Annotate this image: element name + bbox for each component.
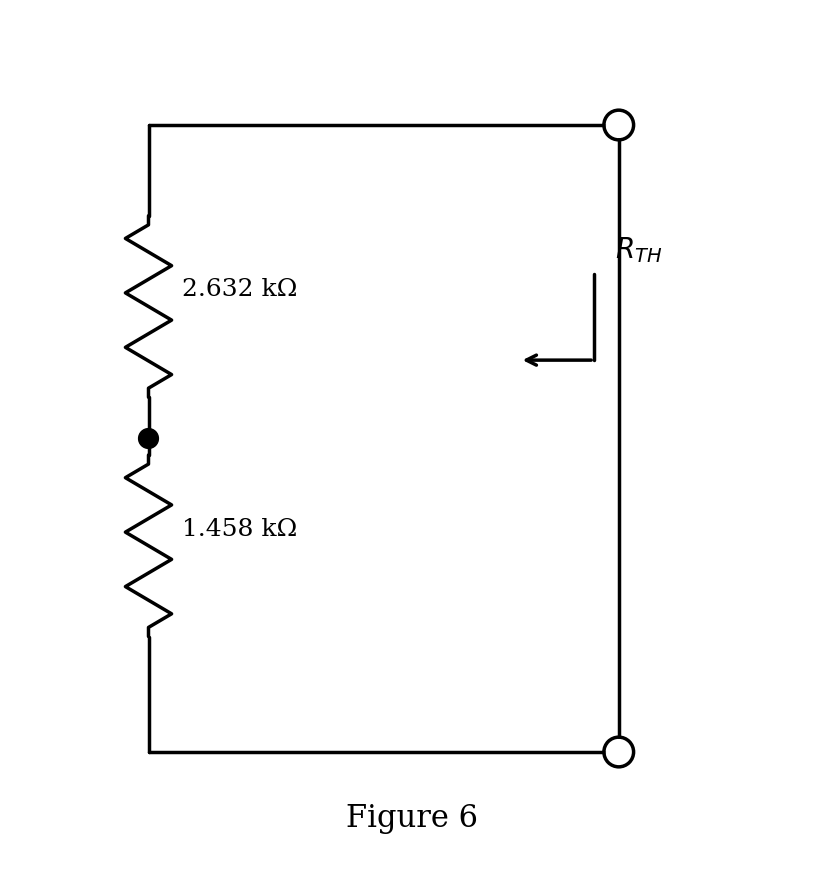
Text: 1.458 kΩ: 1.458 kΩ [182, 517, 297, 541]
Text: 2.632 kΩ: 2.632 kΩ [182, 279, 297, 302]
Text: Figure 6: Figure 6 [346, 802, 478, 833]
Circle shape [606, 739, 631, 765]
Circle shape [139, 429, 158, 448]
Text: $R_{TH}$: $R_{TH}$ [615, 235, 662, 265]
Circle shape [606, 112, 631, 138]
